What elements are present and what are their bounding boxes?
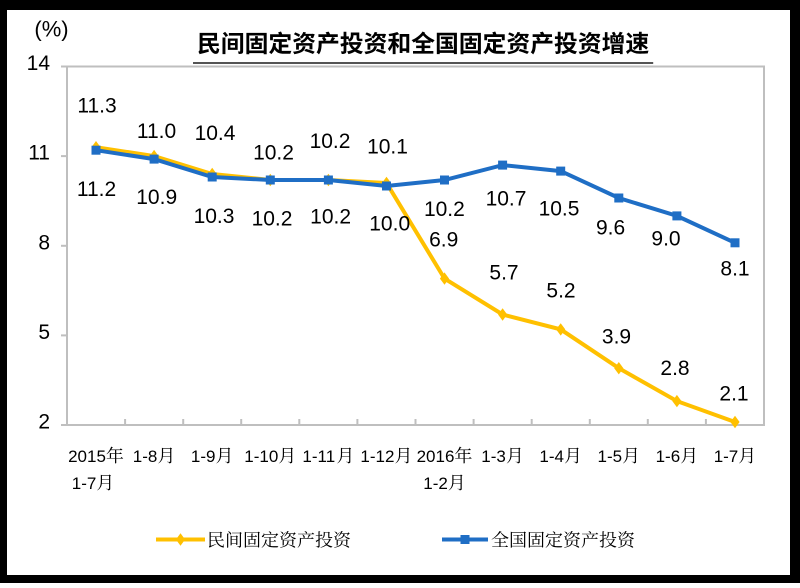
svg-text:10.9: 10.9 — [136, 186, 177, 209]
svg-text:10.2: 10.2 — [310, 205, 351, 228]
svg-text:11: 11 — [28, 142, 50, 165]
svg-text:8: 8 — [38, 231, 50, 254]
svg-text:10.3: 10.3 — [194, 205, 235, 228]
svg-text:5.7: 5.7 — [489, 262, 518, 285]
svg-text:10.2: 10.2 — [424, 198, 465, 221]
svg-text:1-8: 1-8 — [133, 447, 158, 466]
svg-text:2.8: 2.8 — [660, 357, 689, 380]
svg-text:10.5: 10.5 — [539, 198, 580, 221]
svg-text:3.9: 3.9 — [602, 326, 631, 349]
svg-text:1-9: 1-9 — [191, 447, 216, 466]
svg-text:11.0: 11.0 — [137, 120, 176, 143]
svg-text:5.2: 5.2 — [546, 280, 575, 303]
svg-text:11.2: 11.2 — [77, 178, 116, 201]
svg-text:1-2: 1-2 — [423, 474, 448, 493]
svg-text:5: 5 — [38, 321, 50, 344]
svg-text:1-7: 1-7 — [714, 447, 739, 466]
svg-text:14: 14 — [27, 52, 51, 75]
svg-text:11.3: 11.3 — [77, 95, 116, 118]
svg-text:1-6: 1-6 — [656, 447, 681, 466]
svg-text:(%): (%) — [34, 17, 68, 42]
svg-text:1-3: 1-3 — [481, 447, 506, 466]
svg-text:1-12: 1-12 — [360, 447, 394, 466]
svg-text:1-5: 1-5 — [598, 447, 623, 466]
svg-text:1-10: 1-10 — [244, 447, 278, 466]
svg-text:2015: 2015 — [68, 447, 106, 466]
svg-text:8.1: 8.1 — [720, 258, 749, 281]
svg-text:1-11: 1-11 — [302, 447, 335, 466]
svg-text:10.7: 10.7 — [486, 188, 527, 211]
svg-text:10.4: 10.4 — [195, 122, 236, 145]
svg-text:1-4: 1-4 — [539, 447, 564, 466]
svg-text:2016: 2016 — [417, 447, 455, 466]
svg-text:9.6: 9.6 — [596, 216, 625, 239]
svg-text:10.2: 10.2 — [310, 130, 351, 153]
svg-text:2: 2 — [38, 411, 50, 434]
svg-text:10.2: 10.2 — [253, 142, 294, 165]
svg-text:10.1: 10.1 — [367, 135, 408, 158]
svg-text:1-7: 1-7 — [72, 474, 97, 493]
svg-text:9.0: 9.0 — [651, 228, 680, 251]
svg-text:10.0: 10.0 — [369, 213, 410, 236]
svg-text:6.9: 6.9 — [429, 229, 458, 252]
svg-text:2.1: 2.1 — [719, 383, 748, 406]
svg-text:10.2: 10.2 — [252, 208, 293, 231]
